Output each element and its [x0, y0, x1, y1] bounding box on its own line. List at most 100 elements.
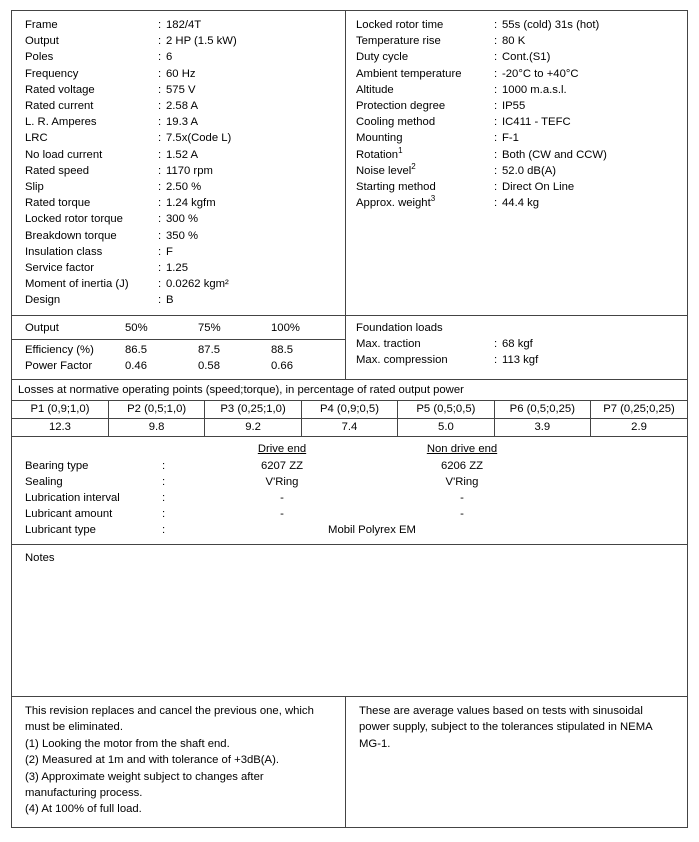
- losses-point-value: 12.3: [12, 418, 109, 437]
- spec-label: Frequency: [25, 67, 79, 80]
- footer-left-line: (2) Measured at 1m and with tolerance of…: [25, 754, 279, 767]
- spec-colon: :: [158, 245, 162, 258]
- spec-colon: :: [494, 116, 498, 129]
- bearings-header-spacer: [12, 441, 162, 457]
- footer-left-line: (3) Approximate weight subject to change…: [25, 770, 264, 800]
- losses-point-value: 3.9: [494, 418, 592, 437]
- spec-colon: :: [158, 294, 162, 307]
- spec-row: Output:2 HP (1.5 kW): [12, 33, 345, 49]
- performance-cell: 0.58: [198, 360, 220, 373]
- footer-left-text: This revision replaces and cancel the pr…: [12, 697, 346, 827]
- performance-divider: [12, 338, 345, 340]
- losses-title: Losses at normative operating points (sp…: [12, 380, 687, 402]
- spec-label: Cooling method: [356, 116, 436, 129]
- spec-label: Altitude: [356, 83, 394, 96]
- spec-label: Design: [25, 294, 61, 307]
- spec-colon: :: [158, 83, 162, 96]
- spec-value: Cont.(S1): [502, 51, 551, 64]
- foundation-value: 113 kgf: [502, 354, 539, 367]
- specifications-band: Frame:182/4T Output:2 HP (1.5 kW) Poles:6 F…: [12, 11, 687, 316]
- losses-band: Losses at normative operating points (sp…: [12, 380, 687, 438]
- foundation-title: Foundation loads: [356, 321, 443, 334]
- spec-row: Cooling method: IC411 - TEFC: [346, 114, 687, 130]
- spec-row: Frequency:60 Hz: [12, 66, 345, 82]
- drive-end-header-text: Drive end: [257, 443, 307, 456]
- footnote-marker: 2: [411, 162, 416, 172]
- spec-row: Rated speed:1170 rpm: [12, 163, 345, 179]
- spec-colon: :: [494, 83, 498, 96]
- performance-cell: 88.5: [271, 343, 293, 356]
- bearings-header-colon-spacer: [162, 441, 192, 457]
- spec-colon: :: [158, 35, 162, 48]
- spec-colon: :: [158, 67, 162, 80]
- losses-header-row: P1 (0,9;1,0) P2 (0,5;1,0) P3 (0,25;1,0) P4 …: [12, 401, 687, 420]
- losses-point-header: P7 (0,25;0,25): [590, 401, 687, 420]
- drive-end-header: Drive end: [192, 441, 372, 457]
- spec-row: Ambient temperature: -20°C to +40°C: [346, 66, 687, 82]
- bearings-drive-end-value: V'Ring: [265, 475, 299, 488]
- spec-label: Frame: [25, 19, 58, 31]
- footer-right-line: These are average values based on tests …: [359, 705, 653, 750]
- spec-colon: :: [494, 197, 498, 210]
- performance-row: Power Factor 0.46 0.58 0.66: [12, 358, 345, 374]
- spec-row: Starting method: Direct On Line: [346, 179, 687, 195]
- losses-point-header: P6 (0,5;0,25): [494, 401, 592, 420]
- spec-colon: :: [158, 262, 162, 275]
- spec-colon: :: [494, 148, 498, 161]
- spec-value: 575 V: [166, 83, 196, 96]
- bearings-row-colon: :: [162, 508, 166, 521]
- spec-label: Service factor: [25, 262, 95, 275]
- spec-label: Locked rotor torque: [25, 213, 123, 226]
- spec-value: 80 K: [502, 35, 526, 48]
- spec-colon: :: [494, 164, 498, 177]
- spec-colon: :: [494, 67, 498, 80]
- performance-header-label: Output: [25, 321, 59, 334]
- spec-row: No load current:1.52 A: [12, 147, 345, 163]
- foundation-loads: Foundation loads Max. traction:68 kgf Max…: [346, 316, 687, 380]
- bearings-row: Lubrication interval: - -: [12, 490, 687, 506]
- spec-colon: :: [158, 278, 162, 291]
- bearings-span-value: Mobil Polyrex EM: [328, 524, 416, 537]
- spec-value: 182/4T: [166, 19, 202, 31]
- spec-row: Insulation class: F: [12, 244, 345, 260]
- spec-value: 350 %: [166, 229, 199, 242]
- spec-row: Noise level2:52.0 dB(A): [346, 163, 687, 179]
- spec-colon: :: [494, 51, 498, 64]
- spec-value: 2.50 %: [166, 181, 202, 194]
- spec-row: Duty cycle: Cont.(S1): [346, 49, 687, 65]
- spec-label: Poles: [25, 51, 54, 64]
- spec-value: F: [166, 245, 173, 258]
- foundation-label: Max. compression: [356, 354, 448, 367]
- spec-label: L. R. Amperes: [25, 116, 97, 129]
- performance-header-row: Output 50% 75% 100%: [12, 320, 345, 338]
- spec-label: Starting method: [356, 181, 436, 194]
- spec-label: Locked rotor time: [356, 19, 444, 31]
- performance-cell: 0.66: [271, 360, 293, 373]
- spec-label: Rated speed: [25, 164, 90, 177]
- performance-cell: 0.46: [125, 360, 147, 373]
- spec-value: 55s (cold) 31s (hot): [502, 19, 600, 31]
- spec-value: IP55: [502, 100, 526, 113]
- spec-label: Moment of inertia (J): [25, 278, 129, 291]
- spec-colon: :: [158, 116, 162, 129]
- bearings-row: Bearing type: 6207 ZZ 6206 ZZ: [12, 458, 687, 474]
- spec-value: 52.0 dB(A): [502, 164, 557, 177]
- performance-row-label: Efficiency (%): [25, 343, 94, 356]
- spec-row: Rated current:2.58 A: [12, 98, 345, 114]
- bearings-non-drive-end-value: V'Ring: [445, 475, 479, 488]
- spec-label: Protection degree: [356, 100, 446, 113]
- foundation-colon: :: [494, 337, 498, 350]
- losses-point-header: P2 (0,5;1,0): [108, 401, 206, 420]
- bearings-row-label: Lubricant amount: [25, 508, 113, 521]
- spec-value: -20°C to +40°C: [502, 67, 579, 80]
- spec-label: Approx. weight3: [356, 194, 436, 210]
- losses-point-value: 9.8: [108, 418, 206, 437]
- spec-label: Output: [25, 35, 59, 48]
- spec-colon: :: [158, 197, 162, 210]
- spec-colon: :: [158, 132, 162, 145]
- notes-body[interactable]: [12, 566, 687, 571]
- spec-value: Both (CW and CCW): [502, 148, 607, 161]
- spec-row: Protection degree: IP55: [346, 98, 687, 114]
- spec-value: 2.58 A: [166, 100, 199, 113]
- notes-title: Notes: [25, 551, 55, 564]
